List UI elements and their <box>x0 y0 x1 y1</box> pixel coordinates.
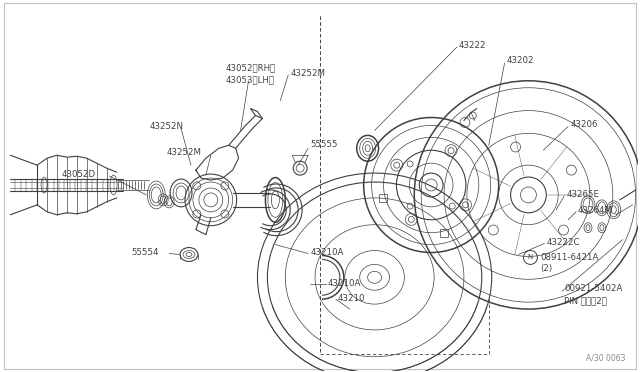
Text: 43052D: 43052D <box>62 170 96 179</box>
Text: 43206: 43206 <box>570 121 598 129</box>
Text: 43210A: 43210A <box>310 247 344 257</box>
Text: N: N <box>528 254 533 260</box>
Text: 00921-5402A: 00921-5402A <box>564 284 623 293</box>
Text: 55554: 55554 <box>131 247 159 257</box>
Text: 08911-6421A: 08911-6421A <box>540 253 598 263</box>
Text: 43222: 43222 <box>459 41 486 50</box>
Text: 43252M: 43252M <box>166 148 201 157</box>
Text: 43252M: 43252M <box>290 69 325 78</box>
Text: 43210A: 43210A <box>328 279 362 288</box>
Text: 43210: 43210 <box>338 294 365 303</box>
Text: PIN ピン（2）: PIN ピン（2） <box>564 296 607 305</box>
Text: 43202: 43202 <box>507 56 534 65</box>
Text: 43052（RH）: 43052（RH） <box>226 63 276 72</box>
Bar <box>380 194 387 202</box>
Text: 55555: 55555 <box>310 140 337 149</box>
Text: 43222C: 43222C <box>547 238 580 247</box>
Text: 43264M: 43264M <box>578 206 613 215</box>
Text: (2): (2) <box>540 264 552 273</box>
Text: 43265E: 43265E <box>566 190 599 199</box>
Text: 43053（LH）: 43053（LH） <box>226 75 275 84</box>
Text: A/30 0063: A/30 0063 <box>586 354 626 363</box>
Bar <box>440 229 448 237</box>
Text: 43252N: 43252N <box>149 122 183 131</box>
